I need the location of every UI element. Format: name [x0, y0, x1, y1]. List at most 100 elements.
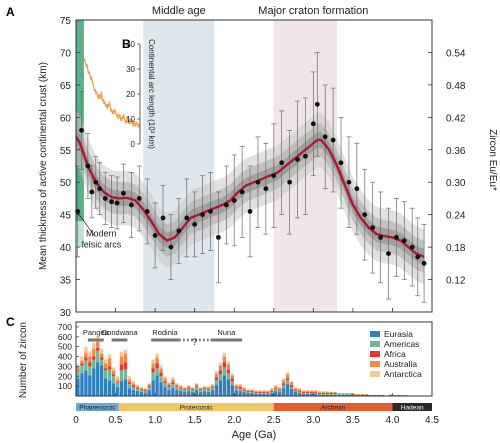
bar-eurasia [210, 390, 215, 396]
bar-eurasia [103, 378, 108, 396]
bar-africa [258, 392, 262, 394]
bar-eurasia [179, 391, 183, 396]
bar-africa [234, 387, 238, 389]
bar-americas [270, 392, 274, 394]
bar-antarctica [155, 353, 159, 358]
bar-australia [194, 384, 199, 387]
bar-africa [301, 392, 306, 394]
bar-eurasia [76, 378, 80, 396]
bar-antarctica [127, 376, 132, 380]
bar-africa [123, 362, 128, 370]
data-point [401, 238, 407, 244]
legend-label: Africa [384, 349, 406, 359]
data-point [279, 160, 285, 166]
bar-americas [349, 394, 353, 396]
bar-africa [321, 393, 325, 395]
bar-americas [171, 384, 175, 389]
bar-australia [127, 379, 132, 383]
bar-africa [100, 357, 104, 360]
y-tick-label-c: 600 [58, 332, 72, 342]
data-point [271, 173, 277, 179]
data-point [362, 212, 368, 218]
bar-africa [127, 382, 132, 385]
bar-americas [289, 387, 294, 390]
legend-label: Antarctica [384, 369, 422, 379]
bar-americas [345, 394, 349, 396]
bar-australia [214, 373, 219, 378]
eon-label: Proterozoic [180, 405, 214, 412]
bar-eurasia [202, 391, 207, 396]
data-point [378, 234, 383, 240]
bar-antarctica [274, 385, 278, 387]
bar-americas [285, 380, 290, 385]
bar-australia [119, 356, 124, 365]
bar-africa [187, 388, 191, 390]
bar-americas [131, 387, 136, 391]
bar-eurasia [238, 391, 242, 396]
bar-antarctica [309, 390, 314, 392]
bar-africa [76, 370, 80, 372]
bar-eurasia [226, 379, 230, 396]
data-point [200, 212, 205, 218]
bar-americas [313, 393, 317, 395]
data-point [160, 215, 166, 221]
bar-australia [270, 389, 274, 392]
bar-australia [96, 341, 100, 348]
bar-eurasia [206, 392, 211, 396]
bar-australia [329, 392, 333, 394]
bar-africa [333, 393, 337, 395]
bar-antarctica [123, 349, 128, 354]
bar-antarctica [321, 391, 325, 393]
legend-label: Americas [384, 339, 419, 349]
bar-americas [246, 392, 250, 394]
y2-axis-label: Zircon Eu/Eu* [487, 129, 498, 191]
bar-africa [274, 388, 278, 390]
bar-americas [96, 350, 100, 363]
bar-americas [183, 390, 187, 393]
bar-australia [139, 388, 143, 390]
bar-africa [147, 386, 151, 388]
annotation-line: felsic arcs [81, 240, 122, 250]
bar-americas [214, 380, 219, 386]
bar-eurasia [84, 370, 88, 396]
bar-americas [281, 385, 286, 389]
y2-tick-label: 0.48 [446, 81, 466, 92]
bar-americas [143, 391, 147, 394]
x-tick-label: 1.0 [148, 415, 162, 426]
bar-africa [270, 391, 274, 393]
bar-americas [198, 390, 203, 393]
bar-australia [289, 382, 294, 386]
annotation-leader [78, 213, 95, 236]
bar-americas [305, 393, 310, 395]
data-point [176, 228, 182, 234]
bar-africa [218, 370, 223, 375]
data-point [128, 202, 134, 208]
bar-americas [274, 389, 278, 392]
bar-antarctica [234, 384, 238, 386]
bar-antarctica [163, 376, 167, 379]
bar-antarctica [84, 346, 88, 353]
eon-segment [392, 403, 432, 411]
bar-americas [226, 373, 230, 380]
y2-tick-label: 0.18 [446, 243, 466, 254]
data-point [102, 196, 108, 201]
panel-a-label: A [6, 5, 15, 19]
bar-antarctica [313, 390, 317, 392]
bar-africa [317, 393, 321, 395]
bar-australia [159, 368, 163, 373]
bar-antarctica [139, 387, 143, 389]
supercontinent-label: Pangea [83, 328, 110, 337]
bar-americas [333, 394, 337, 396]
bar-americas [115, 383, 120, 388]
bar-australia [321, 392, 325, 394]
bar-antarctica [206, 386, 211, 388]
bar-antarctica [100, 348, 104, 354]
bar-eurasia [242, 392, 246, 396]
bar-australia [238, 385, 242, 388]
y2-tick-label: 0.24 [446, 211, 466, 222]
bar-americas [210, 388, 215, 391]
y-tick-label: 30 [60, 308, 72, 319]
y-axis-label-c: Number of zircon [18, 322, 29, 398]
